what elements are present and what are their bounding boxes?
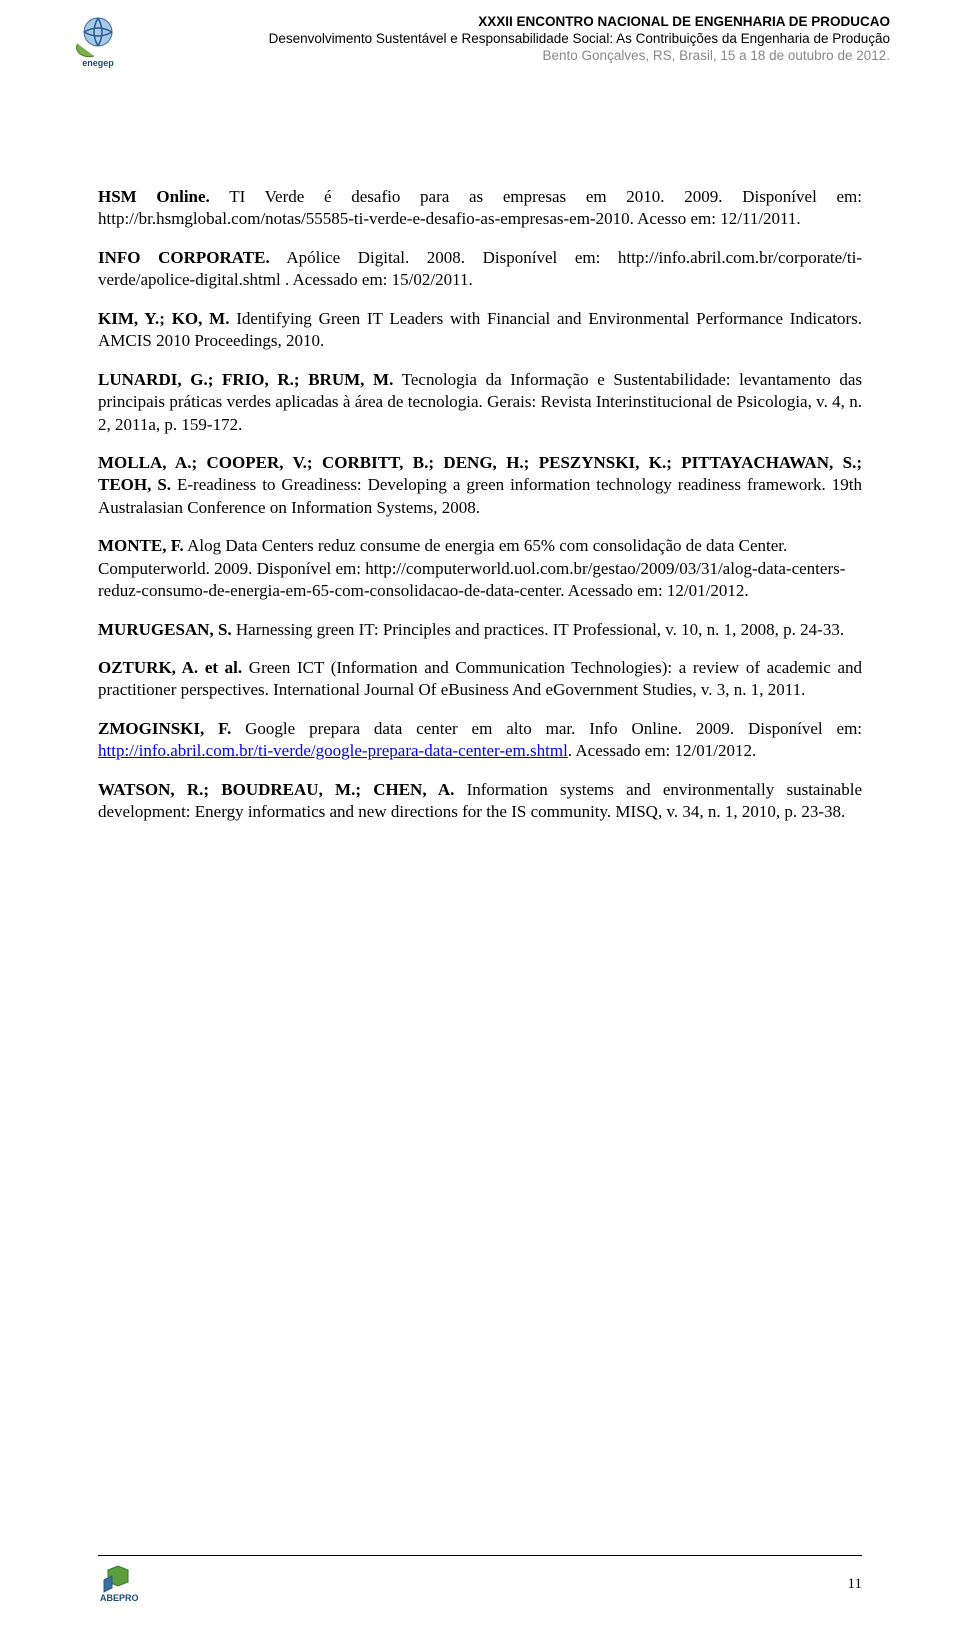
ref-body: TI Verde é desafio para as empresas em 2…: [98, 187, 862, 228]
ref-body-post: . Acessado em: 12/01/2012.: [568, 741, 756, 760]
ref-body: Alog Data Centers reduz consume de energ…: [98, 536, 845, 600]
footer-divider: [98, 1555, 862, 1556]
reference-item: MONTE, F. Alog Data Centers reduz consum…: [98, 535, 862, 602]
reference-item: HSM Online. TI Verde é desafio para as e…: [98, 186, 862, 231]
svg-text:enegep: enegep: [82, 58, 114, 68]
ref-author: MURUGESAN, S.: [98, 620, 232, 639]
header-text-block: XXXII ENCONTRO NACIONAL DE ENGENHARIA DE…: [136, 14, 890, 63]
svg-text:ABEPRO: ABEPRO: [100, 1593, 139, 1603]
reference-item: OZTURK, A. et al. Green ICT (Information…: [98, 657, 862, 702]
conference-location-date: Bento Gonçalves, RS, Brasil, 15 a 18 de …: [136, 48, 890, 63]
ref-body: E-readiness to Greadiness: Developing a …: [98, 475, 862, 516]
page-footer: ABEPRO 11: [0, 1555, 960, 1604]
reference-item: INFO CORPORATE. Apólice Digital. 2008. D…: [98, 247, 862, 292]
footer-row: ABEPRO 11: [98, 1564, 862, 1604]
reference-item: WATSON, R.; BOUDREAU, M.; CHEN, A. Infor…: [98, 779, 862, 824]
reference-item: KIM, Y.; KO, M. Identifying Green IT Lea…: [98, 308, 862, 353]
abepro-logo: ABEPRO: [98, 1564, 154, 1604]
ref-author: WATSON, R.; BOUDREAU, M.; CHEN, A.: [98, 780, 454, 799]
conference-subtitle: Desenvolvimento Sustentável e Responsabi…: [136, 31, 890, 46]
enegep-logo: enegep: [70, 14, 126, 70]
ref-author: OZTURK, A. et al.: [98, 658, 242, 677]
ref-body: Harnessing green IT: Principles and prac…: [232, 620, 844, 639]
ref-author: KIM, Y.; KO, M.: [98, 309, 229, 328]
ref-body-pre: Google prepara data center em alto mar. …: [231, 719, 862, 738]
reference-item: MOLLA, A.; COOPER, V.; CORBITT, B.; DENG…: [98, 452, 862, 519]
conference-title: XXXII ENCONTRO NACIONAL DE ENGENHARIA DE…: [136, 14, 890, 29]
ref-author: INFO CORPORATE.: [98, 248, 270, 267]
ref-author: LUNARDI, G.; FRIO, R.; BRUM, M.: [98, 370, 393, 389]
ref-hyperlink[interactable]: http://info.abril.com.br/ti-verde/google…: [98, 741, 568, 760]
page-number: 11: [848, 1576, 862, 1593]
ref-author: MONTE, F.: [98, 536, 184, 555]
ref-author: HSM Online.: [98, 187, 210, 206]
reference-item: MURUGESAN, S. Harnessing green IT: Princ…: [98, 619, 862, 641]
page-header: enegep XXXII ENCONTRO NACIONAL DE ENGENH…: [0, 0, 960, 76]
reference-item: ZMOGINSKI, F. Google prepara data center…: [98, 718, 862, 763]
reference-item: LUNARDI, G.; FRIO, R.; BRUM, M. Tecnolog…: [98, 369, 862, 436]
ref-author: ZMOGINSKI, F.: [98, 719, 231, 738]
references-content: HSM Online. TI Verde é desafio para as e…: [0, 76, 960, 824]
